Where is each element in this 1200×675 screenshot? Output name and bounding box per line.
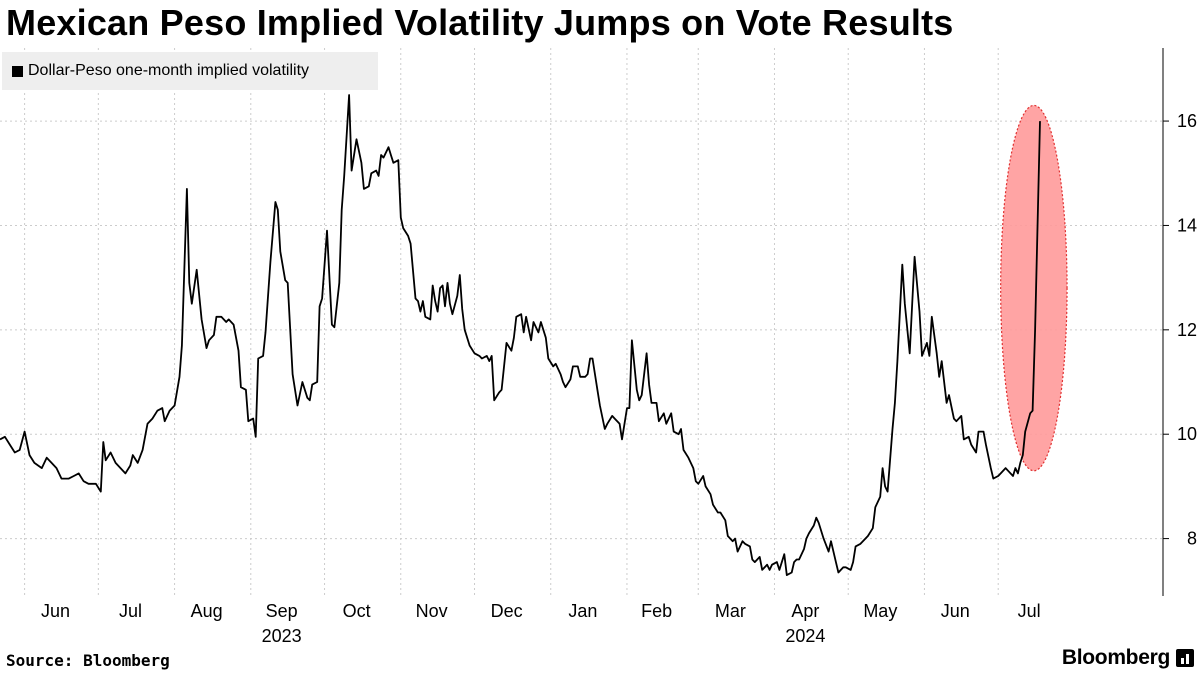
x-tick-label: Jul [119, 601, 142, 621]
series-layer [0, 94, 1041, 576]
y-tick-label: 16 [1177, 111, 1197, 131]
x-tick-label: May [863, 601, 897, 621]
y-tick-label: 14 [1177, 215, 1197, 235]
x-tick-label: Mar [715, 601, 746, 621]
y-axis [1162, 48, 1169, 596]
x-tick-label: Apr [791, 601, 819, 621]
legend-swatch [12, 65, 23, 77]
highlight-layer [1000, 104, 1068, 472]
x-tick-label: Jul [1018, 601, 1041, 621]
year-label: 2023 [262, 626, 302, 646]
legend: Dollar-Peso one-month implied volatility [2, 52, 378, 90]
y-tick-label: 12 [1177, 320, 1197, 340]
x-tick-label: Dec [491, 601, 523, 621]
y-axis-labels: 8 10 12 14 16 [1177, 111, 1197, 549]
x-tick-label: Aug [191, 601, 223, 621]
bloomberg-chart-icon [1176, 649, 1194, 667]
x-tick-label: Jun [41, 601, 70, 621]
chart-title: Mexican Peso Implied Volatility Jumps on… [6, 2, 954, 43]
x-tick-label: Sep [266, 601, 298, 621]
brand-logo: Bloomberg [1062, 646, 1194, 670]
brand-name: Bloomberg [1061, 646, 1170, 669]
highlight-ellipse [1000, 104, 1068, 472]
x-tick-label: Nov [416, 601, 448, 621]
y-tick-label: 8 [1187, 529, 1197, 549]
source-note: Source: Bloomberg [6, 651, 170, 670]
x-axis-labels: Jun Jul Aug Sep Oct Nov Dec Jan Feb Mar Apr May Jun J… [41, 601, 1041, 646]
x-tick-label: Jan [568, 601, 597, 621]
year-label: 2024 [785, 626, 825, 646]
x-tick-label: Jun [941, 601, 970, 621]
chart-gridlines [0, 48, 1163, 596]
x-tick-label: Feb [641, 601, 672, 621]
series-line [0, 94, 1041, 576]
legend-label: Dollar-Peso one-month implied volatility [28, 62, 310, 79]
x-tick-label: Oct [343, 601, 371, 621]
y-tick-label: 10 [1177, 424, 1197, 444]
